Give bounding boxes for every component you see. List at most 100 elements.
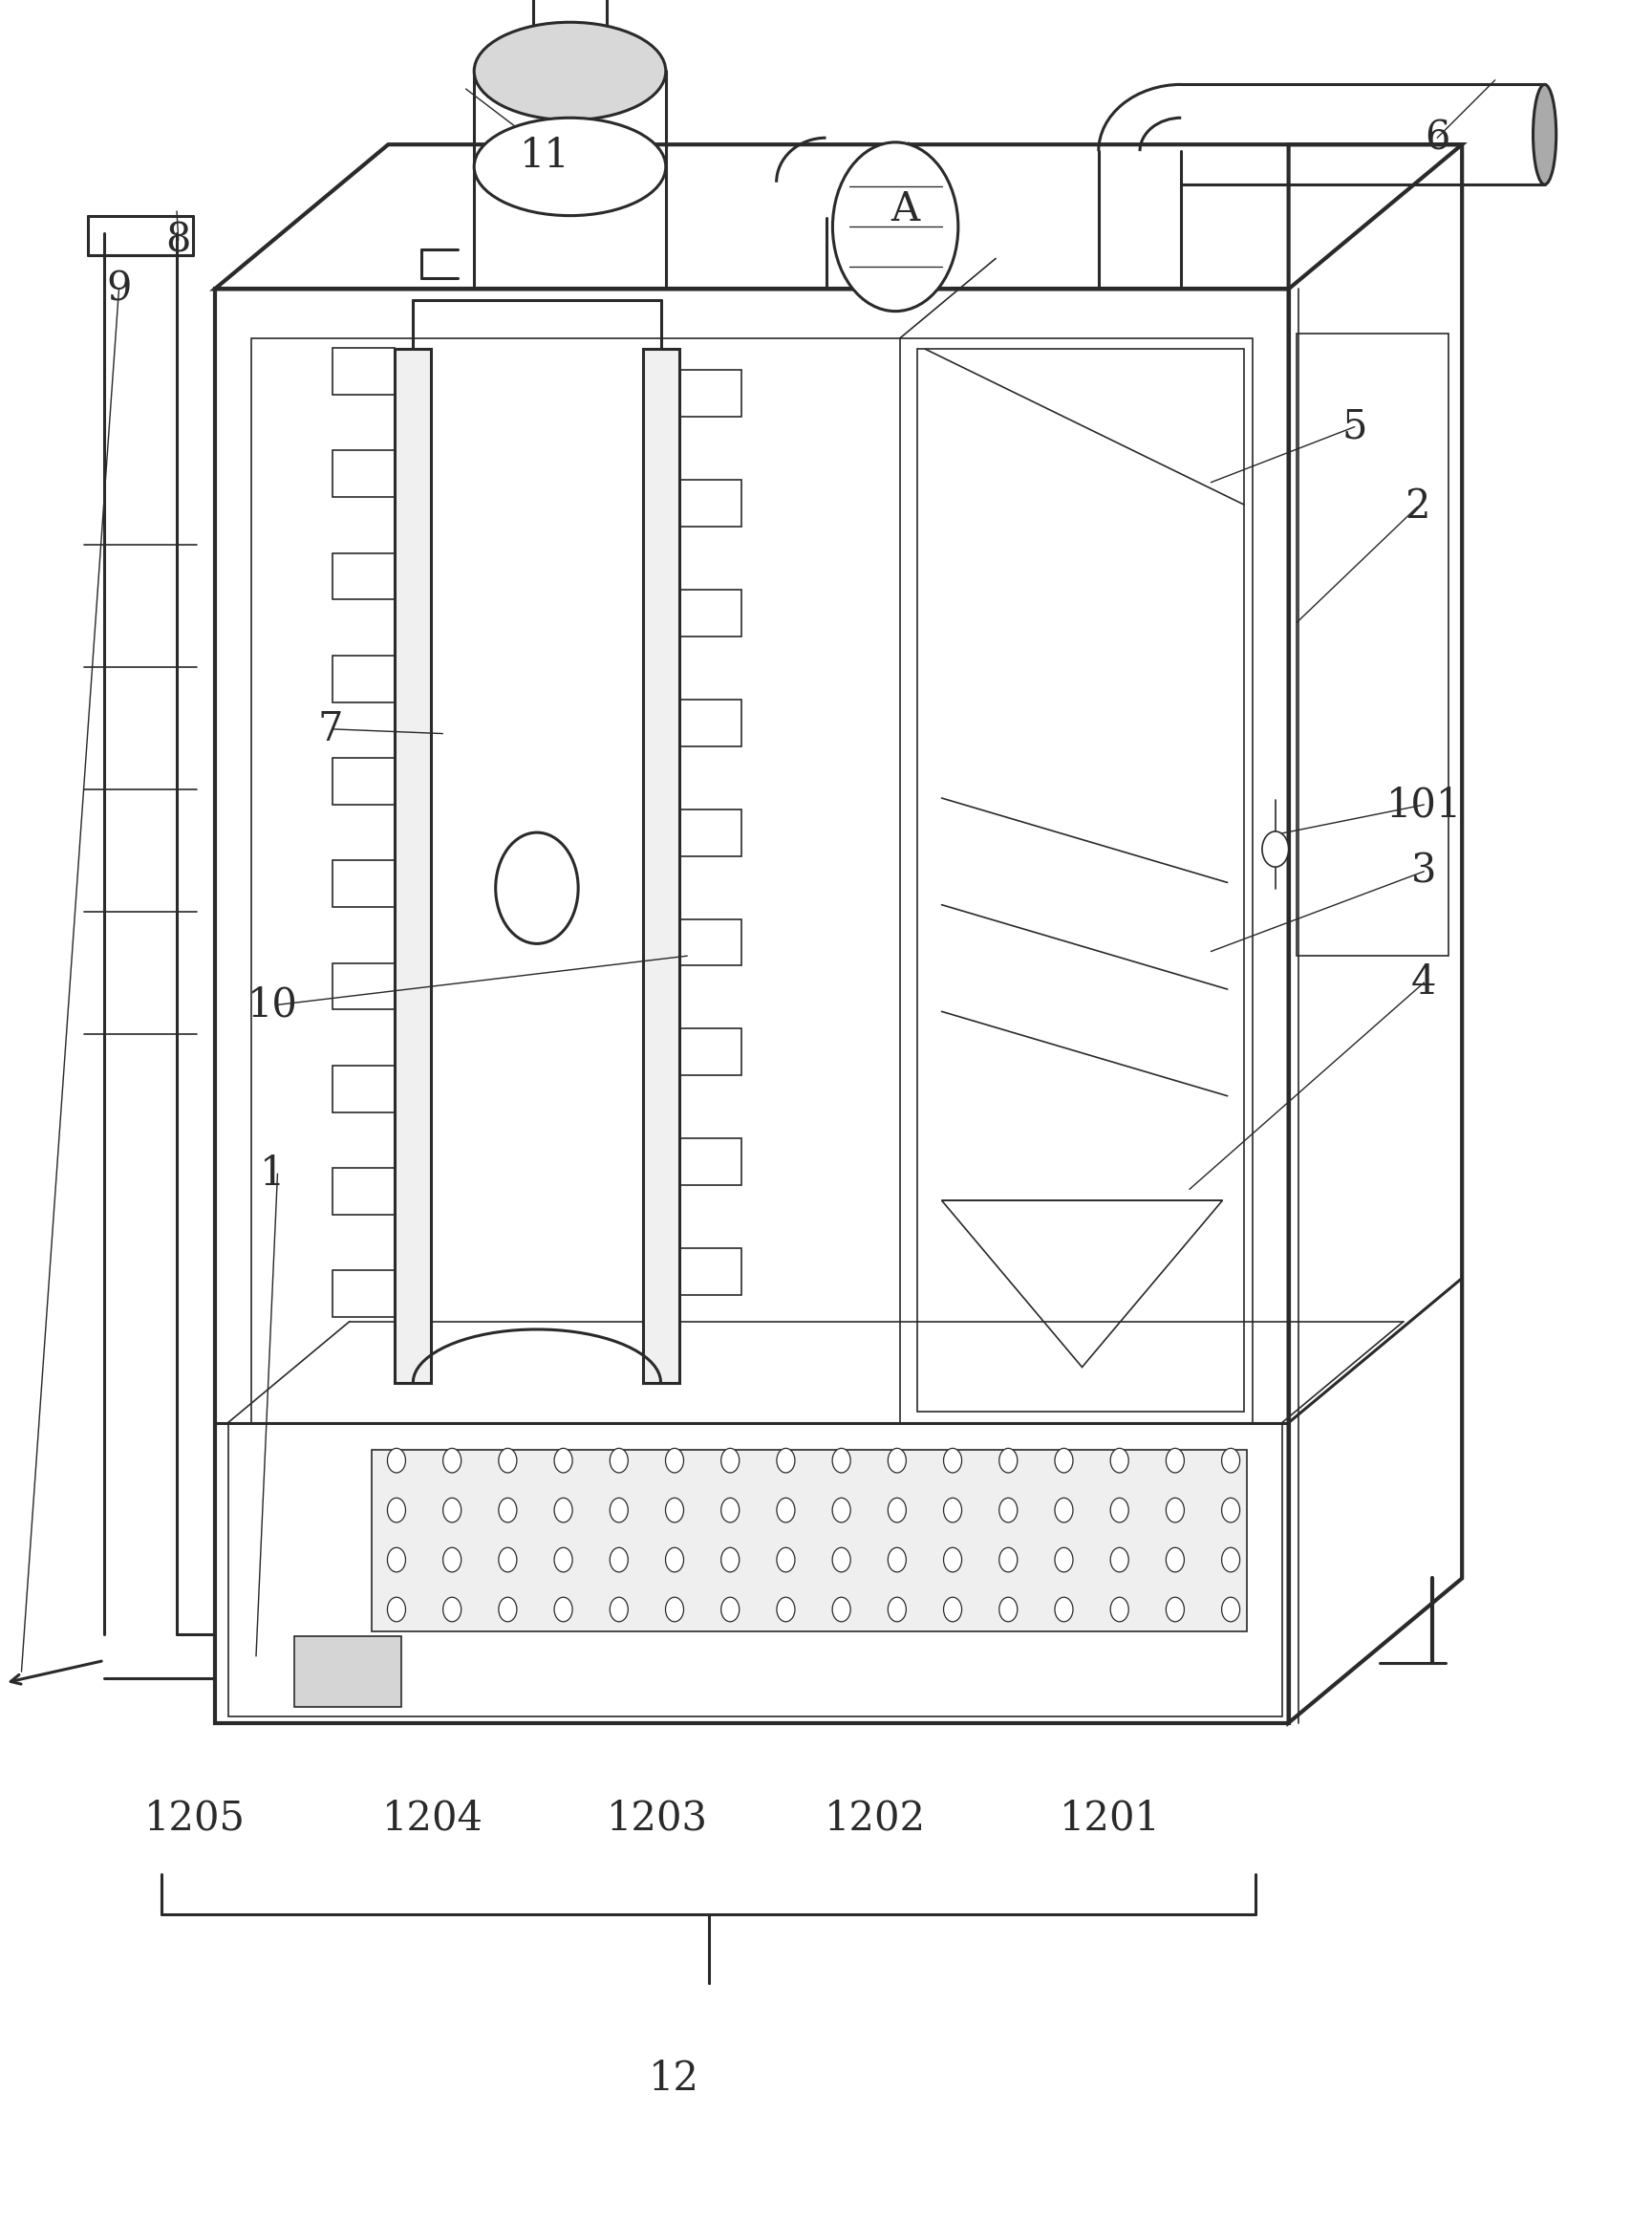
Text: 5: 5 — [1341, 407, 1368, 447]
Circle shape — [833, 1498, 851, 1523]
Circle shape — [666, 1547, 684, 1572]
Bar — [679, 1138, 742, 1185]
Circle shape — [553, 1596, 573, 1623]
Bar — [679, 1029, 742, 1076]
Circle shape — [666, 1498, 684, 1523]
Text: 8: 8 — [165, 220, 192, 260]
Circle shape — [666, 1596, 684, 1623]
Text: 3: 3 — [1411, 851, 1437, 891]
Circle shape — [1056, 1596, 1074, 1623]
Text: 12: 12 — [649, 2058, 699, 2099]
Circle shape — [887, 1547, 905, 1572]
Bar — [332, 1272, 395, 1316]
Circle shape — [887, 1449, 905, 1472]
Circle shape — [610, 1498, 628, 1523]
Circle shape — [999, 1449, 1018, 1472]
Text: 1201: 1201 — [1059, 1798, 1161, 1838]
Circle shape — [387, 1449, 405, 1472]
Ellipse shape — [474, 118, 666, 216]
Circle shape — [496, 831, 578, 943]
Bar — [332, 860, 395, 907]
Circle shape — [1222, 1498, 1239, 1523]
Circle shape — [387, 1498, 405, 1523]
Bar — [332, 963, 395, 1009]
Text: 1205: 1205 — [144, 1798, 246, 1838]
Bar — [395, 349, 431, 1383]
Circle shape — [943, 1596, 961, 1623]
Circle shape — [776, 1449, 795, 1472]
Circle shape — [443, 1498, 461, 1523]
Circle shape — [833, 1547, 851, 1572]
Circle shape — [999, 1547, 1018, 1572]
Circle shape — [499, 1547, 517, 1572]
Circle shape — [443, 1596, 461, 1623]
Circle shape — [720, 1596, 738, 1623]
Text: A: A — [890, 189, 920, 229]
Circle shape — [943, 1547, 961, 1572]
Circle shape — [1110, 1547, 1128, 1572]
Circle shape — [720, 1498, 738, 1523]
Circle shape — [553, 1498, 573, 1523]
Bar — [332, 347, 395, 396]
Circle shape — [499, 1449, 517, 1472]
Ellipse shape — [474, 22, 666, 120]
Circle shape — [1110, 1449, 1128, 1472]
Bar — [332, 554, 395, 600]
Circle shape — [943, 1449, 961, 1472]
Circle shape — [776, 1547, 795, 1572]
Text: 101: 101 — [1386, 785, 1462, 825]
Circle shape — [1166, 1596, 1184, 1623]
Bar — [679, 480, 742, 527]
Ellipse shape — [1533, 84, 1556, 185]
Bar — [679, 1249, 742, 1294]
Circle shape — [1222, 1449, 1239, 1472]
Bar — [679, 589, 742, 636]
Bar — [332, 1065, 395, 1112]
Circle shape — [387, 1596, 405, 1623]
Text: 4: 4 — [1411, 963, 1437, 1003]
Circle shape — [1056, 1449, 1074, 1472]
Bar — [332, 656, 395, 702]
Circle shape — [666, 1449, 684, 1472]
Circle shape — [833, 142, 958, 311]
Circle shape — [610, 1547, 628, 1572]
Text: 11: 11 — [520, 136, 570, 176]
Bar — [679, 809, 742, 856]
Circle shape — [999, 1596, 1018, 1623]
Bar — [332, 1167, 395, 1214]
Circle shape — [1166, 1547, 1184, 1572]
Circle shape — [610, 1449, 628, 1472]
Text: 2: 2 — [1404, 487, 1431, 527]
Circle shape — [1056, 1498, 1074, 1523]
Circle shape — [499, 1498, 517, 1523]
Bar — [679, 700, 742, 747]
Circle shape — [387, 1547, 405, 1572]
Circle shape — [1110, 1498, 1128, 1523]
Bar — [679, 369, 742, 418]
Bar — [332, 758, 395, 805]
Circle shape — [443, 1449, 461, 1472]
Bar — [294, 1636, 401, 1707]
Text: 1203: 1203 — [606, 1798, 709, 1838]
Bar — [1297, 333, 1449, 956]
Bar — [372, 1449, 1247, 1632]
Bar — [643, 349, 679, 1383]
Circle shape — [1110, 1596, 1128, 1623]
Circle shape — [1166, 1449, 1184, 1472]
Bar — [332, 451, 395, 498]
Bar — [228, 1423, 1282, 1716]
Circle shape — [776, 1498, 795, 1523]
Bar — [917, 349, 1244, 1412]
Circle shape — [887, 1596, 905, 1623]
Circle shape — [1222, 1596, 1239, 1623]
Circle shape — [1056, 1547, 1074, 1572]
Circle shape — [833, 1596, 851, 1623]
Circle shape — [553, 1449, 573, 1472]
Circle shape — [443, 1547, 461, 1572]
Circle shape — [776, 1596, 795, 1623]
Circle shape — [720, 1449, 738, 1472]
Bar — [251, 338, 1252, 1423]
Text: 1: 1 — [259, 1154, 286, 1194]
Circle shape — [553, 1547, 573, 1572]
Text: 10: 10 — [248, 985, 297, 1025]
